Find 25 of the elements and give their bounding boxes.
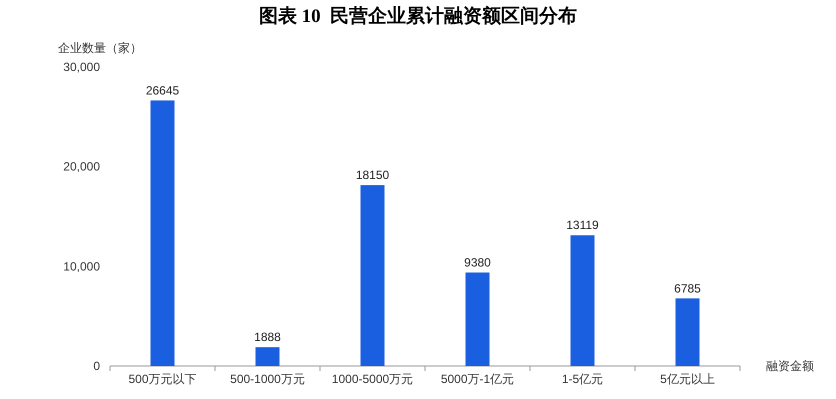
x-tick-label: 5000万-1亿元 [440, 372, 514, 386]
x-tick-label: 500-1000万元 [230, 372, 305, 386]
bar [360, 185, 384, 366]
data-label: 26645 [146, 83, 180, 98]
data-label: 18150 [356, 168, 390, 182]
data-label: 9380 [464, 256, 492, 270]
x-tick-label: 500万元以下 [128, 372, 197, 386]
y-tick-label: 10,000 [63, 259, 100, 274]
x-tick-label: 1-5亿元 [562, 372, 604, 386]
bar [570, 235, 594, 366]
x-axis-title: 融资金额 [766, 359, 814, 373]
chart-title: 图表 10 民营企业累计融资额区间分布 [258, 5, 578, 27]
data-label: 6785 [674, 281, 702, 296]
y-tick-label: 0 [93, 359, 100, 373]
data-label: 1888 [254, 330, 282, 344]
x-tick-label: 5亿元以上 [660, 372, 715, 386]
y-axis-title: 企业数量（家） [58, 41, 142, 55]
bar [466, 272, 490, 366]
bar [256, 347, 280, 366]
bar [150, 100, 174, 366]
y-tick-label: 20,000 [63, 160, 100, 174]
data-label: 13119 [566, 218, 600, 232]
bar [676, 298, 700, 366]
y-tick-label: 30,000 [63, 60, 100, 74]
x-tick-label: 1000-5000万元 [332, 372, 414, 386]
